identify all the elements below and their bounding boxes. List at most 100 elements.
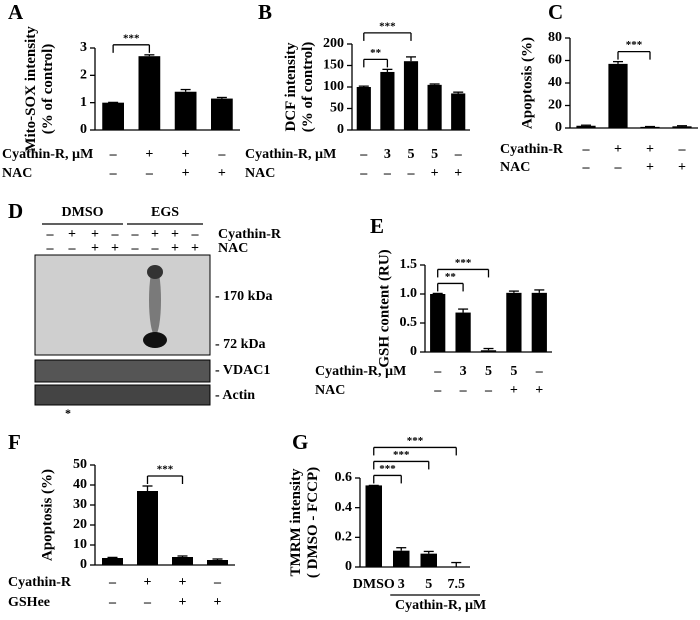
bar	[531, 292, 547, 352]
y-tick-label: 1.0	[400, 286, 418, 301]
condition-value: –	[407, 166, 416, 181]
condition-label: Cyathin-R	[218, 227, 282, 242]
condition-value: –	[68, 241, 77, 256]
panel-label: D	[8, 199, 23, 223]
bar	[420, 553, 437, 567]
blot-band	[147, 265, 163, 279]
x-tick-label: 5	[425, 577, 432, 592]
y-axis-label: GSH content (RU)	[376, 249, 392, 367]
bar	[207, 560, 228, 565]
bar	[102, 558, 123, 565]
condition-label: NAC	[245, 166, 275, 181]
condition-value: +	[646, 160, 654, 175]
note: *	[65, 406, 71, 420]
condition-value: +	[144, 575, 152, 590]
y-axis-label: Apoptosis (%)	[519, 37, 535, 129]
y-tick-label: 20	[548, 98, 562, 113]
y-tick-label: 0	[345, 559, 352, 574]
y-tick-label: 50	[330, 101, 344, 116]
significance: ***	[123, 32, 140, 44]
condition-label: Cyathin-R	[500, 142, 564, 157]
x-tick-label: 3	[398, 577, 405, 592]
condition-value: –	[131, 241, 140, 256]
condition-value: –	[46, 241, 55, 256]
condition-value: +	[182, 147, 190, 162]
condition-label: GSHee	[8, 595, 50, 610]
condition-value: +	[179, 575, 187, 590]
significance: **	[370, 47, 382, 59]
condition-value: 5	[510, 364, 517, 379]
condition-value: –	[614, 160, 623, 175]
significance: ***	[157, 464, 174, 476]
condition-value: –	[213, 575, 222, 590]
bar	[174, 91, 197, 130]
condition-value: –	[359, 166, 368, 181]
condition-label: Cyathin-R, µM	[315, 364, 406, 379]
condition-value: –	[484, 383, 493, 398]
condition-value: –	[383, 166, 392, 181]
condition-value: +	[111, 241, 119, 256]
bar	[506, 292, 522, 352]
bar	[672, 126, 692, 128]
y-tick-label: 1	[80, 95, 87, 110]
x-tick-label: 7.5	[448, 577, 466, 592]
condition-value: +	[218, 166, 226, 181]
y-tick-label: 0	[337, 122, 344, 137]
y-tick-label: 0.4	[335, 500, 353, 515]
significance: ***	[393, 449, 410, 461]
y-tick-label: 50	[73, 457, 87, 472]
condition-value: +	[171, 227, 179, 242]
condition-value: –	[151, 241, 160, 256]
condition-label: NAC	[218, 241, 248, 256]
y-tick-label: 100	[323, 79, 344, 94]
condition-value: –	[678, 142, 687, 157]
condition-value: –	[108, 575, 117, 590]
y-tick-label: 0.2	[335, 530, 353, 545]
significance: ***	[455, 257, 472, 269]
y-axis-label: DCF intensity	[283, 42, 299, 132]
condition-value: 5	[408, 147, 415, 162]
significance: ***	[407, 435, 424, 447]
condition-value: +	[145, 147, 153, 162]
condition-value: +	[431, 166, 439, 181]
x-tick-label: DMSO	[353, 577, 395, 592]
y-tick-label: 0	[410, 344, 417, 359]
condition-label: NAC	[315, 383, 345, 398]
condition-value: 3	[460, 364, 467, 379]
condition-value: –	[109, 147, 118, 162]
bar	[427, 84, 442, 130]
blot-panel	[34, 254, 211, 406]
blot-smear	[149, 265, 161, 335]
bar	[393, 550, 410, 567]
significance: ***	[379, 20, 396, 32]
bar	[576, 125, 596, 128]
panel-label: A	[8, 0, 24, 24]
condition-value: –	[582, 160, 591, 175]
y-axis-label: Apoptosis (%)	[39, 469, 55, 561]
condition-value: +	[535, 383, 543, 398]
condition-value: +	[179, 595, 187, 610]
bar	[102, 102, 124, 130]
condition-value: –	[359, 147, 368, 162]
condition-value: –	[433, 383, 442, 398]
condition-value: –	[454, 147, 463, 162]
condition-value: +	[151, 227, 159, 242]
condition-label: NAC	[2, 166, 32, 181]
blot-band	[143, 332, 167, 348]
significance: **	[445, 271, 457, 283]
bar	[356, 87, 371, 130]
condition-value: –	[131, 227, 140, 242]
condition-value: –	[459, 383, 468, 398]
condition-value: 3	[384, 147, 391, 162]
x-axis-label: Cyathin-R, µM	[395, 598, 486, 613]
strip-label: - VDAC1	[215, 363, 270, 378]
condition-value: +	[454, 166, 462, 181]
y-tick-label: 30	[73, 497, 87, 512]
condition-value: –	[145, 166, 154, 181]
y-tick-label: 60	[548, 53, 562, 68]
condition-value: +	[678, 160, 686, 175]
panel-label: C	[548, 0, 563, 24]
blot-strip	[34, 384, 211, 406]
blot-strip	[34, 359, 211, 383]
y-tick-label: 0	[80, 557, 87, 572]
